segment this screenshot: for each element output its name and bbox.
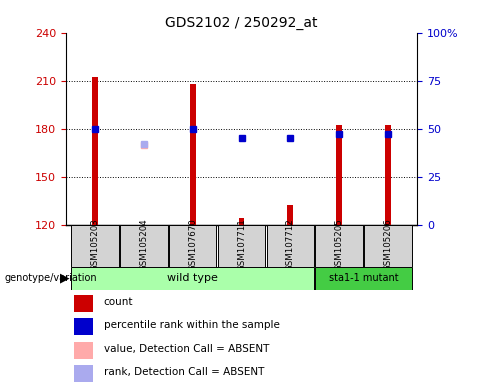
Bar [74,342,93,359]
Title: GDS2102 / 250292_at: GDS2102 / 250292_at [165,16,318,30]
Text: GSM107670: GSM107670 [188,218,197,271]
Text: wild type: wild type [167,273,218,283]
Text: sta1-1 mutant: sta1-1 mutant [329,273,398,283]
Text: GSM105205: GSM105205 [335,218,344,271]
Bar [336,126,342,225]
Bar [74,366,93,382]
Bar [239,218,244,225]
FancyBboxPatch shape [169,225,217,267]
Text: GSM105203: GSM105203 [91,218,100,271]
Bar [74,318,93,335]
Bar [385,126,391,225]
Bar [190,84,196,225]
Text: GSM105206: GSM105206 [384,218,392,271]
Text: count: count [103,297,133,307]
FancyBboxPatch shape [364,225,412,267]
FancyBboxPatch shape [316,225,363,267]
FancyBboxPatch shape [121,225,168,267]
Text: GSM107711: GSM107711 [237,218,246,271]
Text: genotype/variation: genotype/variation [5,273,98,283]
Text: rank, Detection Call = ABSENT: rank, Detection Call = ABSENT [103,367,264,377]
FancyBboxPatch shape [218,225,265,267]
FancyBboxPatch shape [72,225,119,267]
Text: percentile rank within the sample: percentile rank within the sample [103,320,280,330]
Bar [287,205,293,225]
Text: GSM105204: GSM105204 [140,218,148,271]
Text: GSM107712: GSM107712 [286,218,295,271]
Text: value, Detection Call = ABSENT: value, Detection Call = ABSENT [103,344,269,354]
FancyBboxPatch shape [316,267,412,290]
FancyBboxPatch shape [267,225,314,267]
Text: ▶: ▶ [60,272,69,285]
Bar [92,78,98,225]
FancyBboxPatch shape [72,267,314,290]
Bar [74,295,93,312]
